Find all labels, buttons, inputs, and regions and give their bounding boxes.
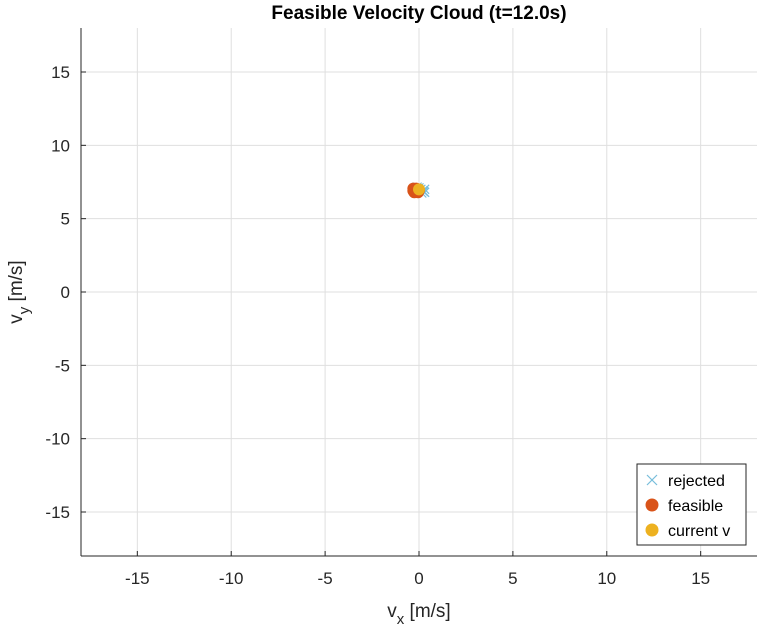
legend-label-rejected: rejected [668, 473, 725, 490]
legend: rejected feasible current v [636, 463, 747, 546]
legend-marker-feasible [645, 498, 659, 512]
y-axis-label-subscript: y [16, 306, 33, 314]
y-tick-label: -10 [45, 430, 70, 449]
legend-marker-current-v [645, 523, 659, 537]
chart-title: Feasible Velocity Cloud (t=12.0s) [271, 3, 566, 24]
x-tick-label: -15 [125, 569, 150, 588]
y-tick-label: 15 [51, 63, 70, 82]
x-axis-label-unit: [m/s] [404, 601, 450, 622]
x-tick-label: -5 [318, 569, 333, 588]
x-tick-label: 5 [508, 569, 517, 588]
legend-label-current-v: current v [668, 523, 730, 540]
axes [80, 28, 757, 557]
legend-marker-rejected [646, 474, 658, 486]
tick-labels: -15 -10 -5 0 5 10 15 -15 -10 -5 0 5 10 15 [45, 63, 710, 588]
data-point-current-v [413, 183, 425, 196]
x-tick-label: 0 [414, 569, 423, 588]
x-axis-label-base: v [387, 601, 397, 622]
y-axis-label-base: v [6, 314, 27, 324]
y-axis-label-unit: [m/s] [6, 260, 27, 306]
x-axis-label: vx [m/s] [387, 601, 450, 628]
x-tick-label: -10 [219, 569, 244, 588]
y-tick-label: 0 [61, 283, 70, 302]
y-tick-label: -5 [55, 356, 70, 375]
y-tick-label: -15 [45, 503, 70, 522]
x-tick-label: 15 [691, 569, 710, 588]
legend-label-feasible: feasible [668, 498, 723, 515]
y-tick-label: 10 [51, 136, 70, 155]
x-axis-label-subscript: x [397, 611, 405, 628]
y-tick-label: 5 [61, 210, 70, 229]
data-points [407, 182, 430, 199]
x-tick-label: 10 [597, 569, 616, 588]
y-axis-label: vy [m/s] [6, 260, 33, 323]
